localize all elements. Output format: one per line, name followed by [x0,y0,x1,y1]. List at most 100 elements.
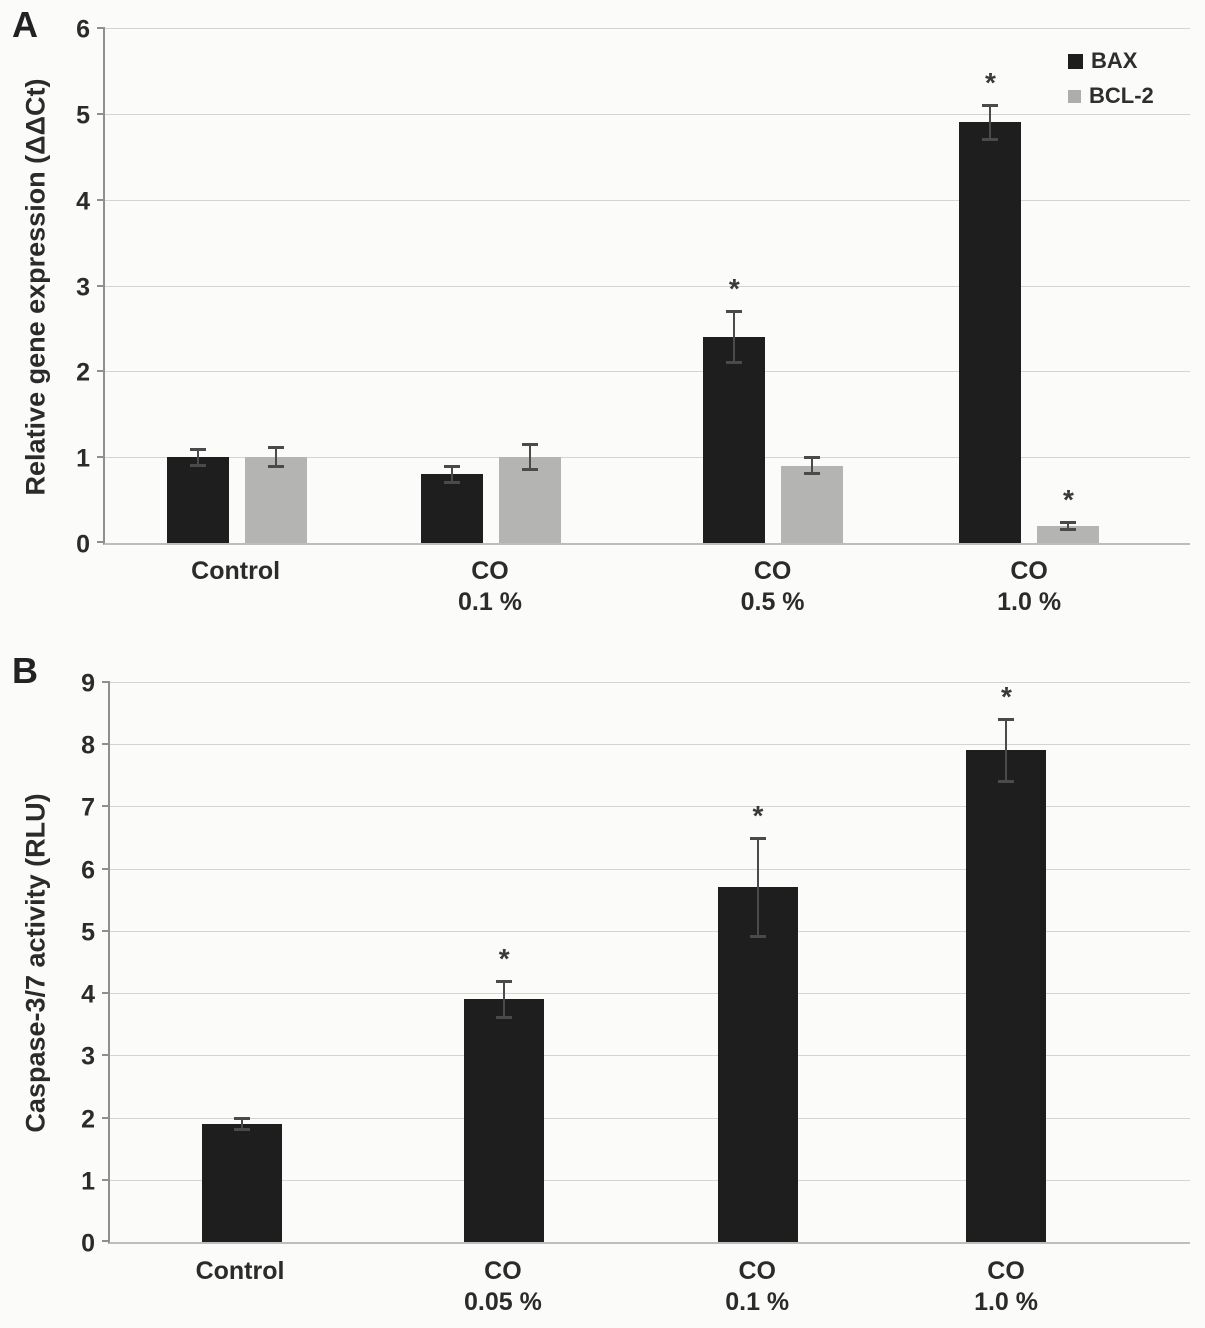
x-category-label-line: CO [484,1257,522,1285]
error-bar-bottom-cap [233,1128,250,1131]
x-category-label: CO 1.0 % [997,556,1061,618]
y-tick-label: 5 [81,918,95,947]
gridline [105,28,1190,29]
gridline [105,371,1190,373]
bar-caspase-3-7-activity-2 [464,999,545,1242]
error-bar-top-cap [726,310,743,314]
panel-b-letter: B [12,650,38,691]
y-axis-tick [102,1240,110,1242]
error-bar-top-cap [496,979,513,983]
y-axis-tick [102,743,110,746]
y-tick-label: 0 [76,530,90,559]
error-bar-bottom-cap [804,472,821,476]
significance-asterisk: * [1000,681,1012,713]
y-tick-label: 3 [76,273,90,301]
x-category-label: CO 0.1 % [725,1256,789,1318]
error-bar-bottom-cap [268,465,285,469]
panel-a-plot-area: * * * [97,27,1190,545]
x-category-label-line: CO [1010,557,1048,585]
legend-label-bax: BAX [1091,48,1138,73]
y-axis-tick [97,27,105,29]
x-category-label-line: 1.0 % [997,588,1062,616]
significance-asterisk: * [728,273,740,305]
bar-bax-2 [421,474,484,543]
y-tick-label: 2 [81,1105,95,1134]
error-bar-bottom-cap [998,779,1015,783]
y-tick-label: 8 [81,731,95,760]
panel-a-y-axis-ticks: 0 1 2 3 4 5 6 [40,17,90,557]
y-axis-tick [102,867,110,870]
error-bar-bottom-cap [444,480,461,484]
significance-asterisk: * [498,942,510,974]
bar-bcl-2-3 [781,465,844,543]
y-tick-label: 1 [76,444,90,473]
bar-bax-4 [959,122,1022,543]
bar-bcl-2-1 [245,457,308,543]
error-bar-bottom-cap [726,360,743,364]
x-category-label-line: CO [753,557,792,585]
x-category-label-line: 0.1 % [725,1288,790,1316]
gridline [105,457,1190,459]
error-bar [240,1117,243,1130]
bar-caspase-3-7-activity-4 [966,750,1047,1242]
panel-b-plot-area: * * * [102,681,1190,1244]
y-axis-tick [102,1116,110,1119]
gridline [110,1179,1190,1181]
y-tick-label: 5 [76,101,90,130]
gridline [110,682,1190,683]
error-bar-bottom-cap [1060,528,1077,532]
y-axis-tick [97,370,105,373]
gridline [105,113,1190,115]
y-tick-label: 2 [76,358,90,387]
error-bar-top-cap [233,1116,250,1120]
significance-asterisk: * [1062,483,1074,515]
y-axis-tick [102,1178,110,1181]
y-axis-tick [97,198,105,201]
error-bar [811,457,814,475]
y-axis-tick [102,992,110,995]
gridline [110,868,1190,870]
error-bar-top-cap [750,836,766,840]
gridline [110,806,1190,808]
bar-bcl-2-2 [499,457,562,543]
gridline [110,993,1190,995]
bcl2-series-swatch [1068,89,1081,103]
error-bar-top-cap [982,104,999,108]
error-bar-top-cap [522,443,539,447]
gridline [110,744,1190,746]
gridline [105,199,1190,201]
error-bar [1005,719,1008,782]
gridline [110,930,1190,932]
legend-label-bcl2: BCL-2 [1089,83,1154,108]
x-category-label: CO 0.1 % [458,556,522,618]
error-bar-top-cap [1060,520,1077,524]
y-tick-label: 3 [81,1042,95,1071]
y-axis-tick [97,112,105,115]
gridline [105,285,1190,287]
legend-item-bcl2: BCL-2 [1068,85,1154,107]
y-tick-label: 4 [81,980,95,1009]
x-category-label-line: 0.1 % [458,588,522,616]
error-bar-top-cap [268,445,285,449]
y-tick-label: 4 [76,187,90,216]
x-category-label-line: 0.5 % [740,588,805,616]
significance-asterisk: * [984,67,996,99]
legend-item-bax: BAX [1068,50,1154,72]
y-tick-label: 6 [81,856,95,885]
error-bar [733,311,736,363]
y-axis-tick [102,1054,110,1057]
y-tick-label: 0 [81,1229,95,1258]
error-bar [197,448,200,466]
bar-caspase-3-7-activity-1 [201,1123,282,1242]
bar-bax-3 [703,337,766,543]
y-axis-tick [102,929,110,932]
panel-a-letter: A [12,4,38,45]
error-bar [275,446,278,468]
x-category-label: Control [191,556,280,587]
y-axis-tick [102,681,110,683]
error-bar [529,444,532,471]
error-bar [989,105,992,140]
x-category-label: Control [196,1256,285,1287]
